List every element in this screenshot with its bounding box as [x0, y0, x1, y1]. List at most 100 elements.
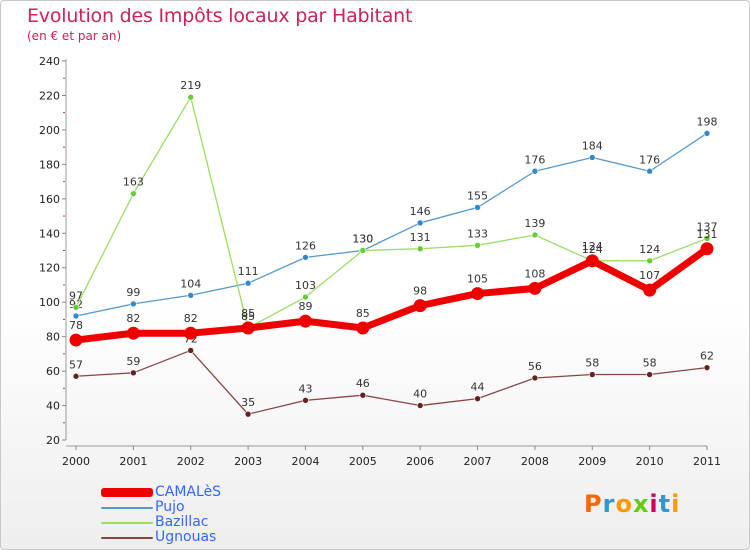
- data-label-bazillac: 163: [123, 176, 144, 189]
- data-label-ugnouas: 57: [69, 358, 83, 371]
- data-point-pujo: [703, 130, 711, 137]
- chart-subtitle: (en € et par an): [27, 29, 122, 43]
- legend-label-camales: CAMALèS: [155, 484, 222, 500]
- data-label-ugnouas: 56: [528, 360, 542, 373]
- legend-label-bazillac: Bazillac: [155, 514, 209, 530]
- data-point-camals: [643, 283, 657, 297]
- data-point-camals: [241, 321, 255, 335]
- data-point-ugnouas: [302, 397, 309, 404]
- x-tick-label: 2001: [119, 455, 147, 468]
- y-tick-label: 40: [46, 400, 60, 413]
- y-tick-label: 240: [39, 55, 60, 68]
- y-tick-label: 80: [46, 331, 60, 344]
- data-label-camals: 107: [639, 269, 660, 282]
- legend-swatch-bazillac: [101, 522, 153, 524]
- data-label-bazillac: 133: [467, 227, 488, 240]
- data-point-camals: [356, 321, 370, 335]
- data-point-pujo: [474, 204, 481, 211]
- data-label-camals: 89: [298, 300, 312, 313]
- y-tick-label: 100: [39, 296, 60, 309]
- data-point-bazillac: [359, 247, 367, 254]
- data-label-bazillac: 139: [524, 217, 545, 230]
- data-point-bazillac: [474, 242, 481, 249]
- data-label-bazillac: 130: [352, 233, 373, 246]
- data-label-camals: 85: [241, 307, 255, 320]
- data-point-ugnouas: [130, 369, 137, 377]
- x-tick-label: 2005: [349, 455, 377, 468]
- data-label-pujo: 99: [126, 286, 140, 299]
- data-label-pujo: 176: [639, 153, 660, 166]
- data-point-bazillac: [531, 231, 539, 239]
- data-label-pujo: 198: [697, 115, 718, 128]
- data-label-ugnouas: 58: [585, 357, 599, 370]
- x-tick-label: 2006: [406, 455, 434, 468]
- data-label-camals: 85: [356, 307, 370, 320]
- data-label-ugnouas: 35: [241, 396, 255, 409]
- data-label-bazillac: 85: [241, 310, 255, 323]
- data-point-pujo: [72, 312, 80, 320]
- data-label-pujo: 146: [410, 205, 431, 218]
- data-point-bazillac: [72, 304, 80, 311]
- data-point-pujo: [302, 254, 309, 261]
- logo-letter: r: [602, 490, 616, 518]
- data-label-camals: 82: [184, 312, 198, 325]
- data-point-ugnouas: [588, 371, 596, 378]
- data-label-pujo: 130: [352, 233, 373, 246]
- y-tick-label: 60: [46, 365, 60, 378]
- data-point-ugnouas: [416, 402, 424, 409]
- series-line-ugnouas: [75, 349, 708, 415]
- logo-letter: t: [658, 490, 672, 518]
- logo-letter: P: [584, 490, 603, 518]
- y-tick-label: 20: [46, 434, 60, 447]
- data-point-camals: [298, 314, 312, 328]
- logo-letter: i: [671, 490, 681, 518]
- data-label-ugnouas: 46: [356, 377, 370, 390]
- data-point-bazillac: [130, 190, 137, 197]
- data-point-camals: [184, 326, 198, 340]
- chart-title: Evolution des Impôts locaux par Habitant: [27, 5, 413, 27]
- data-label-ugnouas: 59: [126, 355, 140, 368]
- series-line-camals: [72, 245, 711, 344]
- data-point-camals: [413, 299, 427, 313]
- data-label-ugnouas: 58: [643, 357, 657, 370]
- data-point-camals: [471, 287, 485, 301]
- data-label-bazillac: 137: [697, 220, 718, 233]
- data-label-bazillac: 124: [582, 243, 603, 256]
- data-point-camals: [126, 326, 140, 340]
- data-point-camals: [69, 333, 83, 347]
- y-tick-label: 220: [39, 89, 60, 102]
- data-point-ugnouas: [187, 347, 195, 354]
- logo-letter: i: [649, 490, 659, 518]
- data-label-bazillac: 131: [410, 231, 431, 244]
- y-tick-label: 140: [39, 227, 60, 240]
- data-label-ugnouas: 44: [471, 381, 485, 394]
- x-tick-label: 2011: [693, 455, 721, 468]
- data-point-pujo: [646, 167, 653, 175]
- data-point-camals: [528, 281, 542, 295]
- data-label-camals: 131: [697, 228, 718, 241]
- data-label-pujo: 176: [524, 153, 545, 166]
- logo-letter: o: [615, 490, 633, 518]
- proxiti-logo: Proxiti: [584, 490, 680, 518]
- data-point-pujo: [531, 167, 539, 175]
- data-label-bazillac: 124: [639, 243, 660, 256]
- data-label-camals: 82: [126, 312, 140, 325]
- x-tick-label: 2010: [636, 455, 664, 468]
- data-point-pujo: [130, 300, 137, 308]
- data-point-bazillac: [416, 245, 424, 253]
- data-point-pujo: [187, 291, 195, 299]
- data-point-ugnouas: [244, 410, 252, 418]
- series-line-pujo: [75, 132, 708, 317]
- data-point-camals: [585, 254, 599, 268]
- data-point-ugnouas: [359, 391, 367, 399]
- x-tick-label: 2008: [521, 455, 549, 468]
- logo-letter: x: [632, 490, 650, 518]
- data-point-ugnouas: [531, 374, 539, 382]
- y-tick-label: 160: [39, 193, 60, 206]
- legend-label-ugnouas: Ugnouas: [155, 529, 217, 545]
- legend-swatch-pujo: [101, 507, 153, 509]
- data-label-pujo: 184: [582, 139, 603, 152]
- data-label-bazillac: 103: [295, 279, 316, 292]
